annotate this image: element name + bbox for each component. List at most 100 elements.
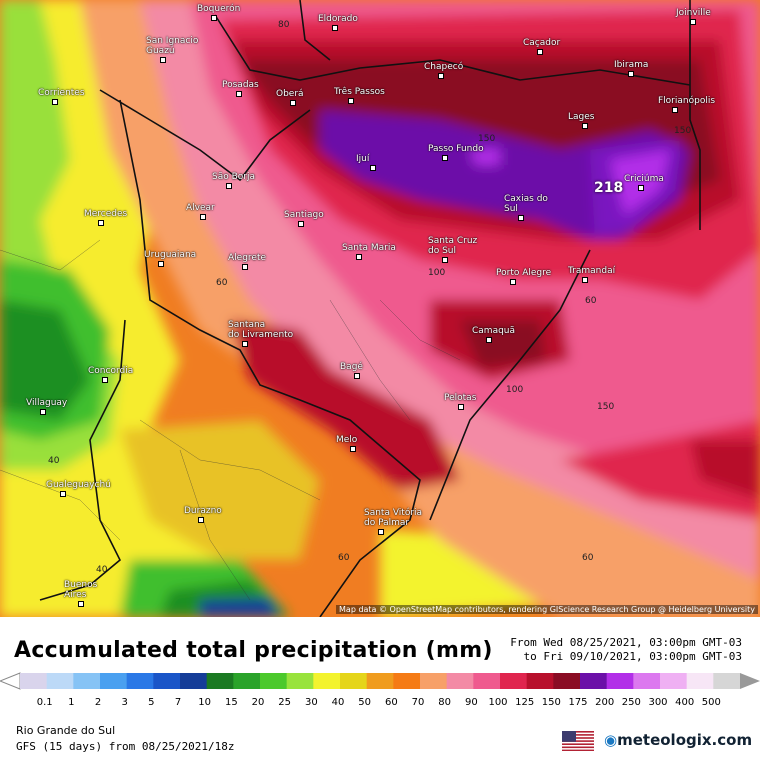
city-marker-icon bbox=[40, 409, 46, 415]
scale-swatch bbox=[500, 673, 528, 689]
scale-swatch bbox=[393, 673, 421, 689]
city-marker-icon bbox=[486, 337, 492, 343]
city-marker-icon bbox=[518, 215, 524, 221]
city-marker-icon bbox=[582, 277, 588, 283]
city-label: Buenos Aires bbox=[64, 580, 97, 607]
scale-tick-label: 90 bbox=[464, 697, 478, 708]
isoline-value: 60 bbox=[585, 296, 597, 306]
isoline-value: 150 bbox=[597, 402, 615, 412]
scale-tick-label: 2 bbox=[94, 697, 102, 708]
isoline-value: 100 bbox=[428, 268, 446, 278]
scale-tick-label: 500 bbox=[701, 697, 721, 708]
city-label: Bagé bbox=[340, 362, 363, 379]
scale-swatch bbox=[20, 673, 48, 689]
city-marker-icon bbox=[350, 446, 356, 452]
city-label: Gualeguaychú bbox=[46, 480, 111, 497]
date-from: From Wed 08/25/2021, 03:00pm GMT-03 bbox=[510, 636, 742, 649]
city-marker-icon bbox=[332, 25, 338, 31]
scale-swatch bbox=[366, 673, 394, 689]
scale-swatch bbox=[446, 673, 474, 689]
city-marker-icon bbox=[290, 100, 296, 106]
city-marker-icon bbox=[200, 214, 206, 220]
isoline-value: 60 bbox=[216, 278, 228, 288]
city-label: Santa Maria bbox=[342, 243, 396, 260]
city-marker-icon bbox=[102, 377, 108, 383]
scale-tick-label: 80 bbox=[438, 697, 452, 708]
scale-swatch bbox=[313, 673, 341, 689]
city-marker-icon bbox=[236, 91, 242, 97]
scale-tick-label: 1 bbox=[68, 697, 75, 708]
city-marker-icon bbox=[628, 71, 634, 77]
city-label: Criciúma bbox=[624, 174, 664, 191]
city-label: Passo Fundo bbox=[428, 144, 484, 161]
city-marker-icon bbox=[442, 257, 448, 263]
scale-tick-label: 5 bbox=[148, 697, 155, 708]
isoline-value: 40 bbox=[48, 456, 60, 466]
isoline-value: 60 bbox=[338, 553, 350, 563]
city-label: Boquerón bbox=[197, 4, 240, 21]
scale-swatch bbox=[606, 673, 634, 689]
city-label: Mercedes bbox=[84, 209, 127, 226]
date-to: to Fri 09/10/2021, 03:00pm GMT-03 bbox=[523, 650, 742, 663]
scale-swatch bbox=[553, 673, 581, 689]
scale-tick-label: 7 bbox=[174, 697, 182, 708]
scale-tick-label: 70 bbox=[411, 697, 425, 708]
scale-tick-label: 200 bbox=[595, 697, 615, 708]
city-label: Três Passos bbox=[334, 87, 385, 104]
city-marker-icon bbox=[672, 107, 678, 113]
city-label: Santana do Livramento bbox=[228, 320, 293, 347]
city-marker-icon bbox=[211, 15, 217, 21]
scale-swatch bbox=[420, 673, 448, 689]
city-marker-icon bbox=[98, 220, 104, 226]
scale-tick-label: 40 bbox=[331, 697, 345, 708]
city-marker-icon bbox=[226, 183, 232, 189]
precipitation-map[interactable] bbox=[0, 0, 760, 617]
scale-tick-label: 15 bbox=[224, 697, 238, 708]
city-marker-icon bbox=[356, 254, 362, 260]
city-marker-icon bbox=[160, 57, 166, 63]
city-label: Posadas bbox=[222, 80, 259, 97]
scale-tick-label: 3 bbox=[121, 697, 128, 708]
city-marker-icon bbox=[78, 601, 84, 607]
isoline-value: 80 bbox=[278, 20, 290, 30]
scale-tick-label: 300 bbox=[648, 697, 668, 708]
city-label: São Borja bbox=[212, 172, 255, 189]
scale-tick-label: 0.1 bbox=[36, 697, 53, 708]
city-marker-icon bbox=[158, 261, 164, 267]
color-scale-bar bbox=[0, 672, 760, 690]
scale-tick-label: 400 bbox=[675, 697, 695, 708]
scale-swatch bbox=[286, 673, 314, 689]
scale-swatch bbox=[473, 673, 501, 689]
peak-value-label: 218 bbox=[594, 180, 624, 196]
city-label: Porto Alegre bbox=[496, 268, 551, 285]
city-label: Caxias do Sul bbox=[504, 194, 548, 221]
scale-swatch bbox=[633, 673, 661, 689]
model-run-label: GFS (15 days) from 08/25/2021/18z bbox=[16, 740, 235, 753]
city-marker-icon bbox=[198, 517, 204, 523]
city-label: Chapecó bbox=[424, 62, 463, 79]
scale-tick-label: 25 bbox=[278, 697, 292, 708]
scale-tick-label: 250 bbox=[621, 697, 641, 708]
city-label: Uruguaiana bbox=[144, 250, 196, 267]
city-marker-icon bbox=[438, 73, 444, 79]
scale-swatch bbox=[526, 673, 554, 689]
city-label: Santiago bbox=[284, 210, 324, 227]
region-label: Rio Grande do Sul bbox=[16, 724, 116, 737]
city-label: Durazno bbox=[184, 506, 222, 523]
city-label: Caçador bbox=[523, 38, 560, 55]
scale-swatch bbox=[660, 673, 688, 689]
brand-text: meteologix.com bbox=[617, 731, 753, 749]
city-marker-icon bbox=[370, 165, 376, 171]
globe-icon: ◉ bbox=[604, 731, 618, 749]
scale-tick-label: 50 bbox=[358, 697, 372, 708]
scale-swatch bbox=[73, 673, 101, 689]
city-label: Ibirama bbox=[614, 60, 648, 77]
city-label: Oberá bbox=[276, 89, 304, 106]
scale-tick-label: 30 bbox=[304, 697, 318, 708]
scale-tick-label: 150 bbox=[541, 697, 561, 708]
scale-max-arrow bbox=[740, 673, 760, 689]
scale-tick-label: 125 bbox=[515, 697, 535, 708]
us-flag-icon[interactable] bbox=[562, 731, 594, 751]
meteologix-logo[interactable]: ◉meteologix.com bbox=[604, 731, 752, 749]
city-label: Alegrete bbox=[228, 253, 266, 270]
